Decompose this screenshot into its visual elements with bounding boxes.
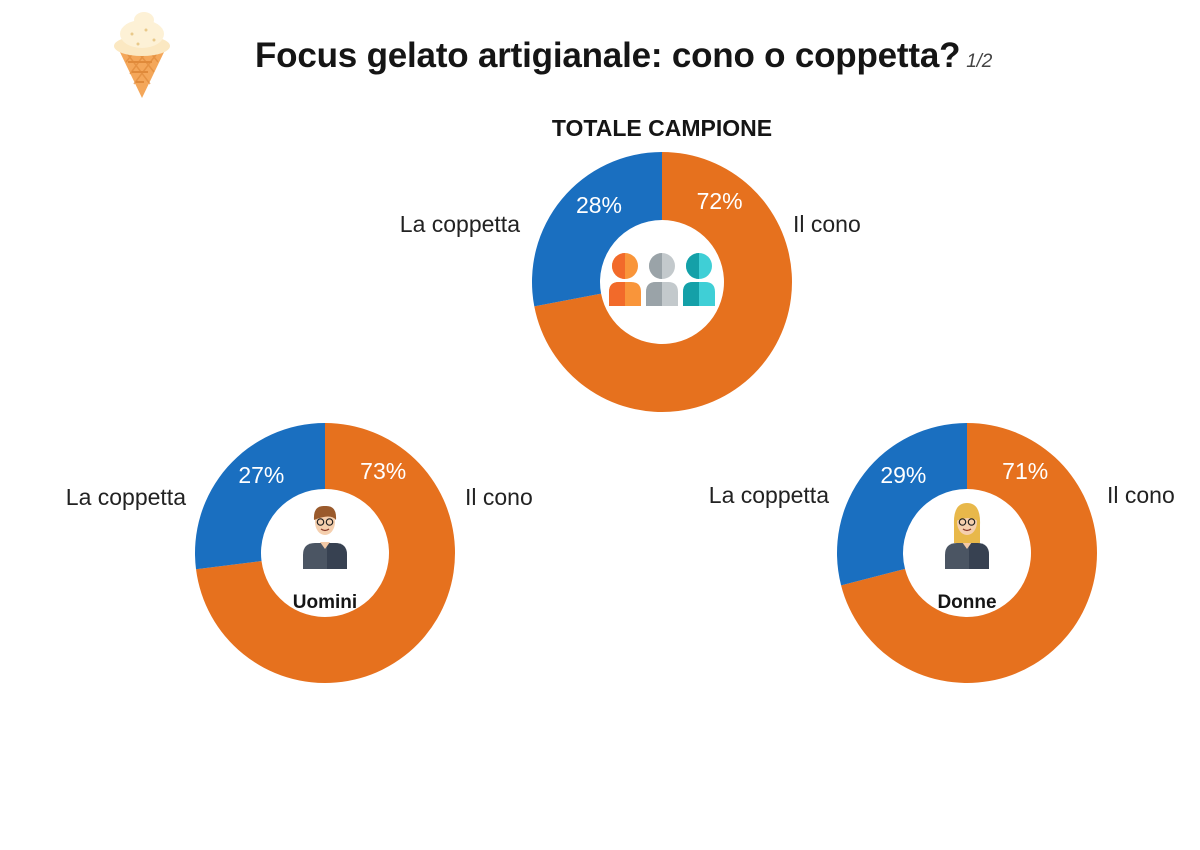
category-label-la-coppetta: La coppetta (400, 211, 520, 237)
category-label-il-cono: Il cono (465, 484, 533, 510)
category-label-il-cono: Il cono (1107, 482, 1175, 508)
slice-la-coppetta (836, 423, 967, 586)
donut-chart-2: 73% 27% Il cono La coppetta Uomini (66, 423, 533, 683)
value-label-la-coppetta: 27% (238, 462, 284, 488)
value-label-il-cono: 72% (697, 188, 743, 214)
center-label: Donne (937, 592, 996, 613)
donut-chart-3: 71% 29% Il cono La coppetta Donne (709, 423, 1175, 683)
group-people-icon (609, 253, 715, 306)
chart-heading: TOTALE CAMPIONE (552, 115, 772, 141)
page-indicator: 1/2 (966, 51, 993, 72)
woman-avatar-icon (945, 503, 989, 569)
slice-il-cono (534, 152, 792, 412)
man-avatar-icon (303, 505, 347, 569)
slice-la-coppetta (194, 423, 325, 570)
value-label-la-coppetta: 29% (880, 462, 926, 488)
category-label-la-coppetta: La coppetta (709, 482, 829, 508)
category-label-il-cono: Il cono (793, 211, 861, 237)
donut-chart-1: TOTALE CAMPIONE 72% 28% Il cono La coppetta (400, 115, 861, 412)
title-text: Focus gelato artigianale: cono o coppett… (255, 36, 961, 75)
ice-cream-cone-icon (110, 8, 174, 105)
value-label-la-coppetta: 28% (576, 192, 622, 218)
center-label: Uomini (293, 592, 357, 613)
category-label-la-coppetta: La coppetta (66, 484, 186, 510)
value-label-il-cono: 73% (360, 458, 406, 484)
slice-il-cono (196, 423, 455, 683)
value-label-il-cono: 71% (1002, 458, 1048, 484)
page-title: Focus gelato artigianale: cono o coppett… (255, 36, 992, 76)
slice-il-cono (841, 423, 1097, 683)
slice-la-coppetta (532, 152, 662, 307)
